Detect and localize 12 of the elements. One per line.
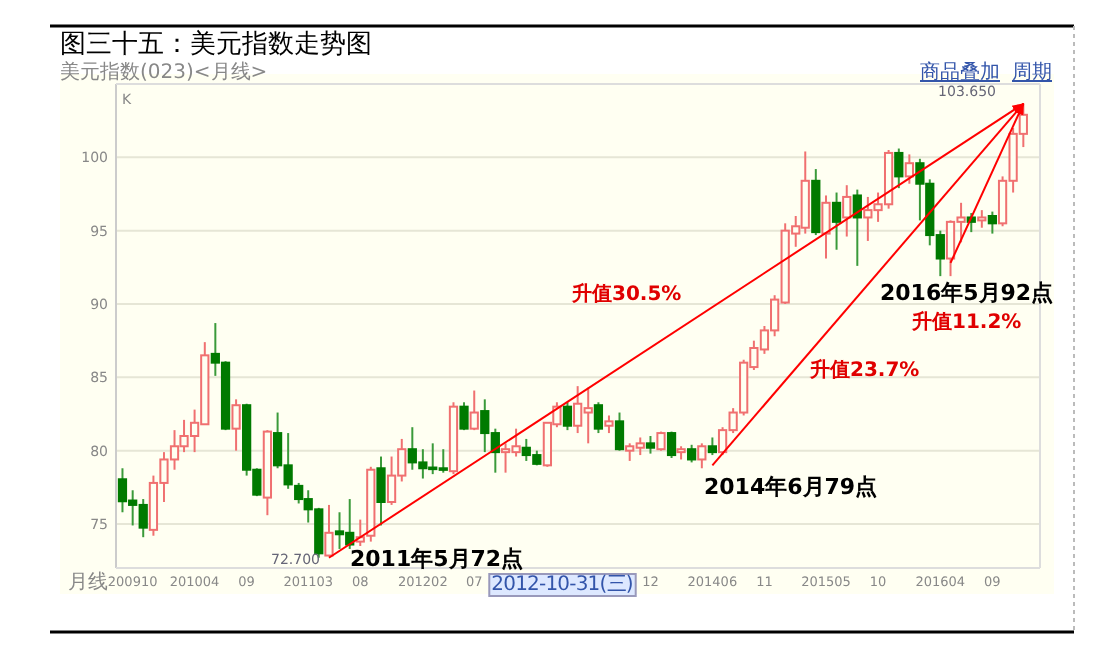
text: 月线 <box>68 570 108 594</box>
chart-title: 图三十五：美元指数走势图 <box>60 28 372 60</box>
annotation: 周期 <box>1012 60 1052 84</box>
annotation: 美元指数(023)<月线> <box>60 60 268 84</box>
annotation: 2011年5月72点 <box>350 546 524 572</box>
annotation: 升值11.2% <box>910 310 1022 334</box>
annotation: 升值30.5% <box>570 282 682 306</box>
annotation: 2016年5月92点 <box>880 280 1054 306</box>
text: 2012-10-31(三) <box>491 574 634 596</box>
annotation: 2014年6月79点 <box>704 474 878 500</box>
annotation: 升值23.7% <box>808 358 920 382</box>
annotation: 商品叠加 <box>920 60 1000 84</box>
